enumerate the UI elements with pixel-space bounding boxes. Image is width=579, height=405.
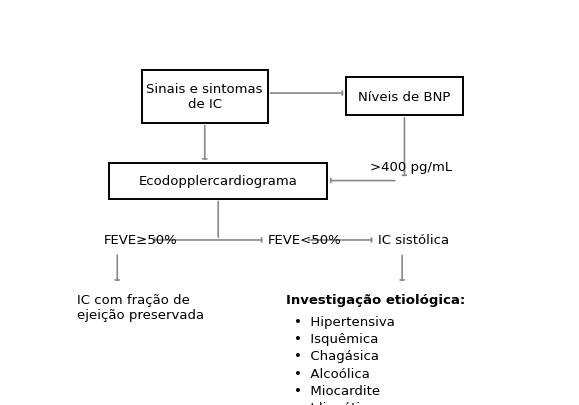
Text: IC com fração de
ejeição preservada: IC com fração de ejeição preservada <box>77 293 204 321</box>
Text: FEVE<50%: FEVE<50% <box>267 234 341 247</box>
Text: •  Miocardite: • Miocardite <box>295 384 380 397</box>
Text: •  Alcoólica: • Alcoólica <box>295 367 371 379</box>
FancyBboxPatch shape <box>109 163 327 199</box>
Text: •  Isquêmica: • Isquêmica <box>295 333 379 345</box>
Text: FEVE≥50%: FEVE≥50% <box>104 234 178 247</box>
Text: •  Idiopática: • Idiopática <box>295 401 376 405</box>
Text: Sinais e sintomas
de IC: Sinais e sintomas de IC <box>146 83 263 111</box>
Text: •  Hipertensiva: • Hipertensiva <box>295 315 395 328</box>
FancyBboxPatch shape <box>346 78 463 116</box>
Text: Níveis de BNP: Níveis de BNP <box>358 90 450 103</box>
Text: Investigação etiológica:: Investigação etiológica: <box>285 293 465 306</box>
Text: IC sistólica: IC sistólica <box>378 234 449 247</box>
Text: Ecodopplercardiograma: Ecodopplercardiograma <box>139 175 298 188</box>
FancyBboxPatch shape <box>142 70 267 124</box>
Text: >400 pg/mL: >400 pg/mL <box>370 160 452 173</box>
Text: •  Chagásica: • Chagásica <box>295 350 379 362</box>
